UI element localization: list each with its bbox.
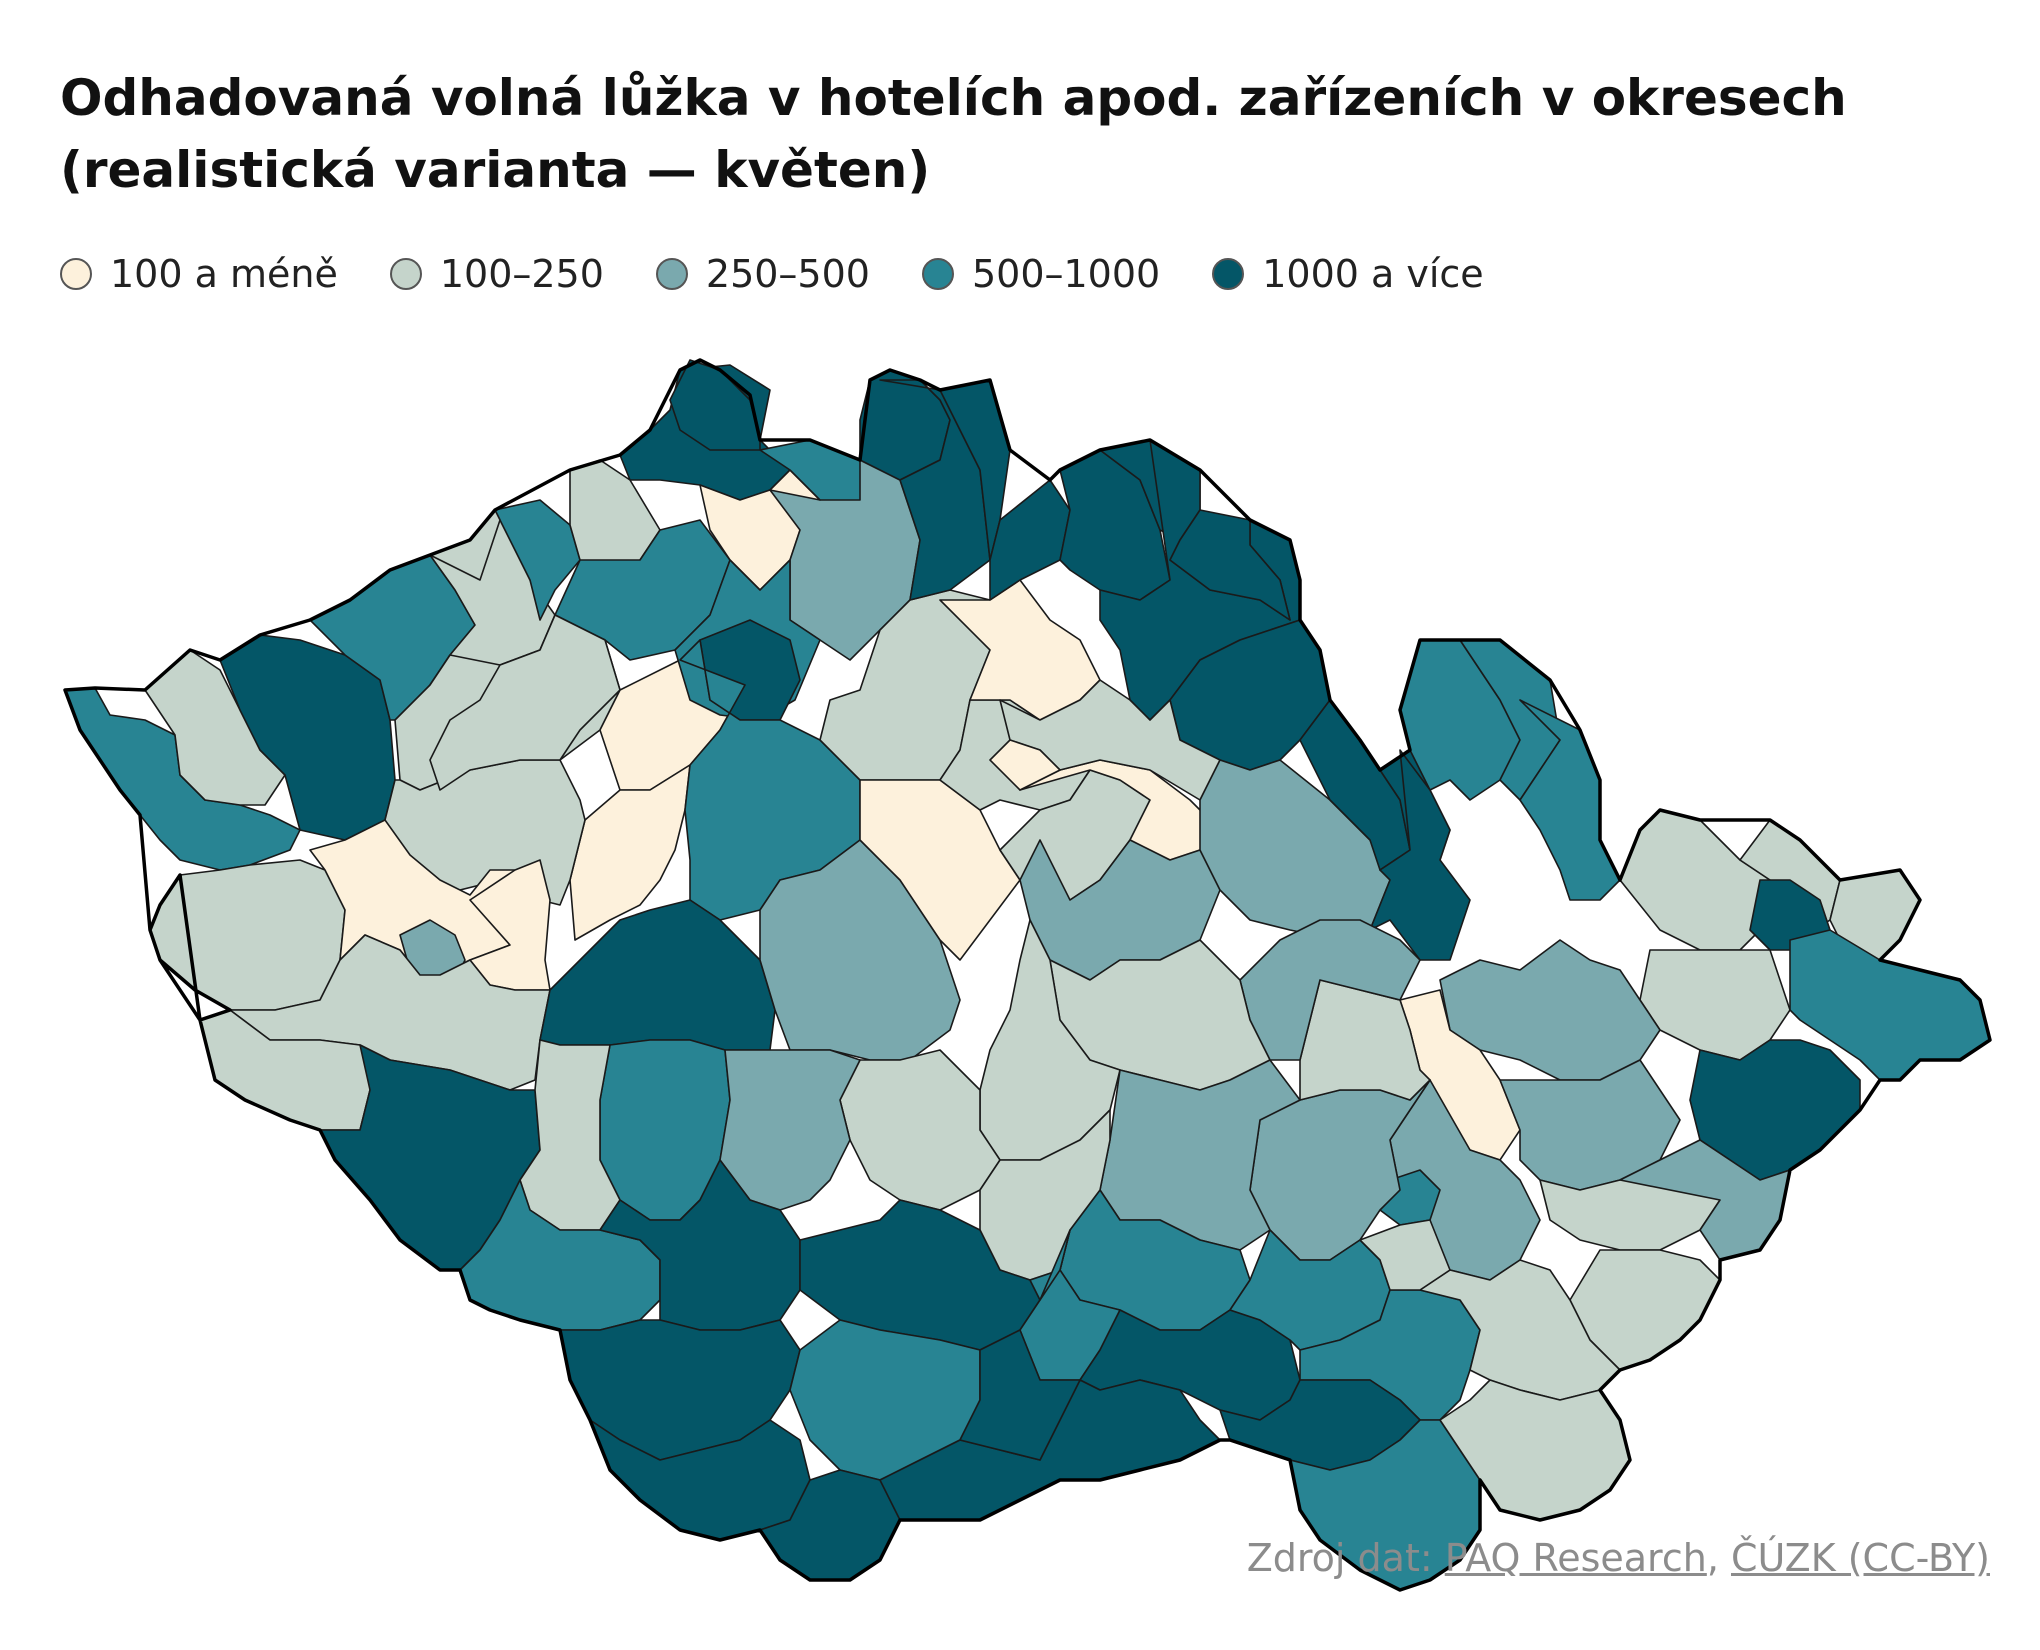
legend-label: 250–500 [705,252,870,296]
legend-swatch [389,258,422,290]
legend-item-1: 100 a méně [60,252,338,296]
district-region[interactable] [989,479,1071,601]
district-region[interactable] [859,779,1021,961]
legend-swatch [921,258,954,290]
district-region[interactable] [1359,1219,1451,1291]
district-region[interactable] [144,649,286,806]
legend-item-5: 1000 a více [1212,252,1484,296]
legend-swatch [1212,258,1245,290]
source-link-paq[interactable]: PAQ Research [1444,1536,1707,1580]
district-region[interactable] [989,739,1061,791]
source-link-cuzk[interactable]: ČÚZK (CC-BY) [1731,1536,1990,1580]
legend-item-2: 100–250 [389,252,604,296]
source-note: Zdroj dat: PAQ Research, ČÚZK (CC-BY) [1247,1536,1990,1580]
legend-label: 100–250 [439,252,604,296]
legend-swatch [60,258,92,290]
district-region[interactable] [1169,509,1291,621]
country-border [63,358,1992,1592]
district-region[interactable] [959,1329,1081,1461]
legend-swatch [655,258,688,290]
title-line-1: Odhadovaná volná lůžka v hotelích apod. … [60,69,1847,127]
district-region[interactable] [719,1049,861,1211]
district-region[interactable] [494,499,581,621]
legend: 100 a méně 100–250 250–500 500–1000 1000… [60,252,1536,296]
source-prefix: Zdroj dat: [1246,1536,1445,1580]
district-region[interactable] [1039,1229,1071,1301]
legend-label: 1000 a více [1262,252,1484,296]
map-title: Odhadovaná volná lůžka v hotelích apod. … [60,62,1960,206]
title-line-2: (realistická varianta — květen) [60,141,931,199]
district-region[interactable] [569,764,691,941]
legend-item-3: 250–500 [655,252,870,296]
source-separator: , [1706,1536,1731,1580]
district-region[interactable] [839,1049,1001,1211]
legend-label: 500–1000 [971,252,1161,296]
district-region[interactable] [1439,939,1661,1081]
legend-item-4: 500–1000 [921,252,1161,296]
district-region[interactable] [429,614,621,791]
legend-label: 100 a méně [110,252,338,296]
